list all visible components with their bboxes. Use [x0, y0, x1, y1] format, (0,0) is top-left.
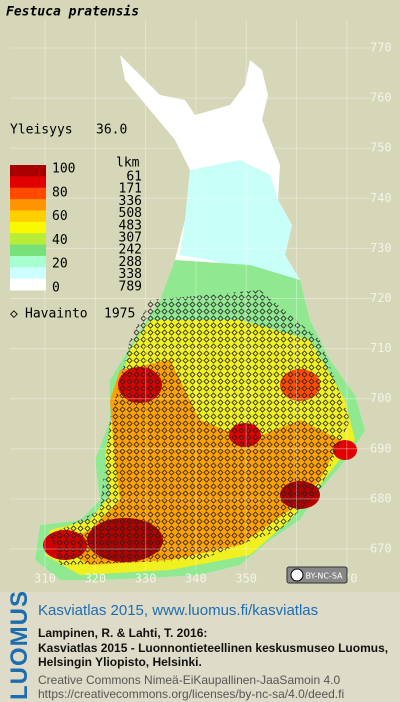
legend-count: 789 — [119, 279, 142, 294]
brand-logo: LUOMUS — [6, 590, 33, 700]
legend-count: 242 — [119, 243, 142, 258]
legend-swatch — [10, 199, 46, 211]
legend-count: 508 — [119, 206, 142, 221]
y-grid-label: 750 — [370, 141, 392, 155]
observation-dots — [50, 290, 350, 565]
legend-swatch — [10, 255, 46, 268]
legend-swatch — [10, 244, 46, 257]
frequency-label: Yleisyys — [10, 123, 73, 138]
x-grid-label: 350 — [235, 572, 257, 586]
y-grid-label: 760 — [370, 91, 392, 105]
legend-swatch — [10, 267, 46, 280]
badge-icon — [290, 568, 304, 582]
x-grid-label: 330 — [135, 572, 157, 586]
legend-swatch — [10, 233, 46, 246]
legend-swatch — [10, 176, 46, 189]
x-grid-label: 320 — [84, 572, 106, 586]
observation-label: Havainto — [25, 307, 88, 322]
observation-year: 1975 — [104, 307, 135, 322]
legend-count: 171 — [119, 182, 142, 197]
x-grid-label: 340 — [185, 572, 207, 586]
legend-swatch — [10, 187, 46, 200]
legend-swatch — [10, 278, 46, 291]
observation-symbol: ◇ — [10, 307, 18, 322]
species-title: Festuca pratensis — [6, 5, 139, 20]
legend-scale-label: 100 — [52, 162, 75, 177]
y-grid-label: 730 — [370, 241, 392, 255]
legend-scale-label: 80 — [52, 185, 68, 200]
legend-count: 336 — [119, 194, 142, 209]
citation-line: Helsingin Yliopisto, Helsinki. — [38, 655, 202, 669]
y-grid-label: 720 — [370, 291, 392, 305]
legend-count: 338 — [119, 267, 142, 282]
citation-line: Lampinen, R. & Lahti, T. 2016: — [38, 626, 208, 640]
badge-text: BY-NC-SA — [305, 572, 343, 581]
count-header: lkm — [116, 156, 140, 171]
legend-scale-label: 20 — [52, 257, 68, 272]
legend-scale-label: 0 — [52, 281, 60, 296]
legend-scale-label: 40 — [52, 233, 68, 248]
legend: lkm 100 80 60 40 20 0 611713365084833072422883… — [10, 156, 142, 296]
citation-line: Kasviatlas 2015 - Luonnontieteellinen ke… — [38, 641, 389, 655]
legend-count: 307 — [119, 231, 142, 246]
footer: LUOMUS Kasviatlas 2015, www.luomus.fi/ka… — [0, 590, 400, 702]
legend-scale-label: 60 — [52, 209, 68, 224]
grid: 770 760 750 740 730 720 710 700 690 680 670 310 320 3… — [10, 20, 392, 586]
y-grid-label: 770 — [370, 41, 392, 55]
y-grid-label: 700 — [370, 391, 392, 405]
legend-count: 483 — [119, 218, 142, 233]
y-grid-label: 740 — [370, 191, 392, 205]
frequency-value: 36.0 — [96, 123, 127, 138]
x-grid-label: 310 — [34, 572, 56, 586]
legend-count: 288 — [119, 255, 142, 270]
map: 770 760 750 740 730 720 710 700 690 680 670 310 320 3… — [6, 5, 392, 586]
y-grid-label: 690 — [370, 441, 392, 455]
cc-badge: BY-NC-SA — [286, 566, 348, 584]
legend-count: 61 — [126, 170, 142, 185]
license-line: https://creativecommons.org/licenses/by-… — [38, 687, 345, 701]
y-grid-label: 680 — [370, 491, 392, 505]
legend-swatch — [10, 210, 46, 223]
license-line: Creative Commons Nimeä-EiKaupallinen-Jaa… — [38, 673, 341, 687]
atlas-link[interactable]: Kasviatlas 2015, www.luomus.fi/kasviatla… — [38, 602, 319, 619]
map-land — [35, 55, 365, 580]
legend-swatch — [10, 165, 46, 177]
y-grid-label: 670 — [370, 542, 392, 556]
region-cyan — [180, 160, 300, 280]
y-grid-label: 710 — [370, 341, 392, 355]
legend-swatch — [10, 221, 46, 234]
